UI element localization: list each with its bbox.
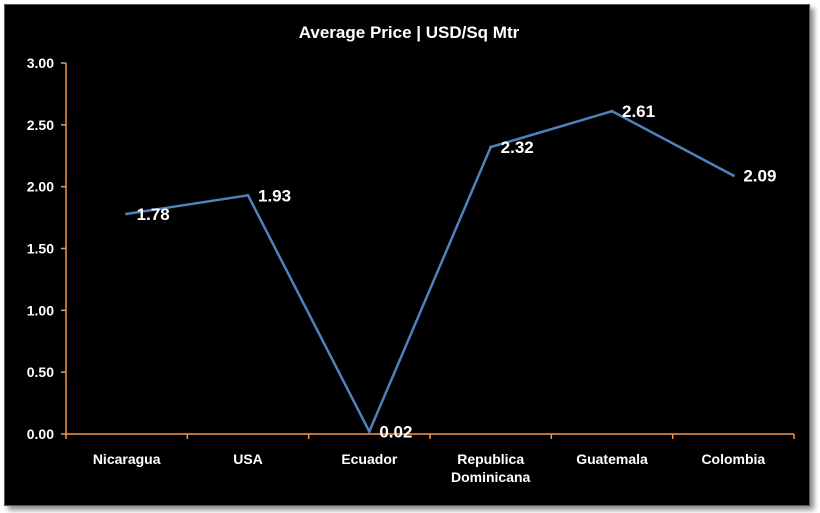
series-line [126,109,734,433]
data-point [489,145,493,149]
chart-series [125,109,735,434]
data-label: 2.32 [501,138,534,157]
chart-title: Average Price | USD/Sq Mtr [299,23,520,42]
chart-axes: 0.00 0.50 1.00 1.50 2.00 2.50 3.00 Nicaragua USA… [27,55,795,485]
x-tick-label: Nicaragua [93,451,161,467]
data-label: 0.02 [379,423,412,442]
data-label: 1.93 [258,186,291,205]
y-tick-label: 3.00 [27,55,54,71]
y-tick-label: 0.50 [27,364,54,380]
data-point [246,193,250,197]
line-chart: Average Price | USD/Sq Mtr 0.00 0.50 1.00 1… [27,23,795,485]
x-tick-label: Guatemala [576,451,648,467]
x-tick-label: Ecuador [341,451,398,467]
x-tick-label: USA [233,451,263,467]
y-tick-label: 1.00 [27,302,54,318]
data-label: 1.78 [137,205,170,224]
chart-data-labels: 1.78 1.93 0.02 2.32 2.61 2.09 [137,102,777,441]
data-label: 2.09 [743,167,776,186]
y-tick-label: 0.00 [27,426,54,442]
y-tick-label: 2.50 [27,117,54,133]
y-tick-label: 1.50 [27,241,54,257]
data-point [367,430,371,434]
data-point [731,174,735,178]
x-tick-label: Republica Dominicana [451,451,531,485]
y-tick-label: 2.00 [27,179,54,195]
x-tick-label: Colombia [701,451,765,467]
data-point [125,212,129,216]
data-label: 2.61 [622,102,655,121]
data-point [610,109,614,113]
chart-frame: Average Price | USD/Sq Mtr 0.00 0.50 1.00 1… [4,4,810,506]
